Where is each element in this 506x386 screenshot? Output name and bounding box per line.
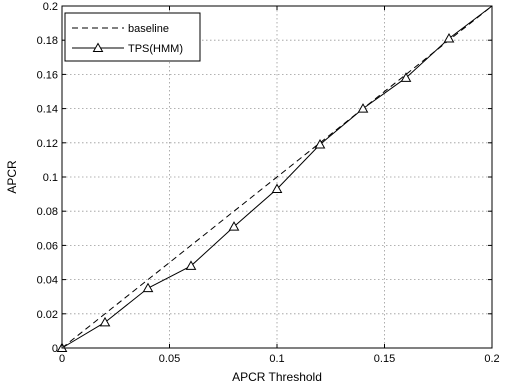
y-tick-label: 0.02 xyxy=(37,309,58,321)
y-tick-label: 0.18 xyxy=(37,35,58,47)
data-point-marker xyxy=(314,138,326,149)
data-point-marker xyxy=(400,72,412,82)
data-point-marker xyxy=(142,282,154,293)
y-tick-label: 0.08 xyxy=(37,206,58,218)
grid xyxy=(62,6,492,348)
data-point-marker xyxy=(185,260,197,270)
legend-baseline-label: baseline xyxy=(128,23,169,35)
data-point-marker xyxy=(271,183,283,193)
y-tick-label: 0.06 xyxy=(37,240,58,252)
legend-tps-marker xyxy=(92,42,104,52)
y-tick-label: 0.1 xyxy=(43,172,58,184)
x-axis-label: APCR Threshold xyxy=(232,370,322,384)
x-tick-label: 0.15 xyxy=(374,353,395,365)
series-layer xyxy=(56,5,493,352)
legend: baseline TPS(HMM) xyxy=(64,12,201,62)
data-point-marker xyxy=(228,221,240,231)
y-tick-label: 0 xyxy=(52,343,58,355)
y-tick-label: 0.12 xyxy=(37,138,58,150)
data-point-marker xyxy=(99,316,111,327)
y-tick-label: 0.04 xyxy=(37,275,58,287)
y-tick-label: 0.16 xyxy=(37,69,58,81)
data-point-marker xyxy=(357,103,369,113)
legend-box xyxy=(64,12,201,62)
y-tick-label: 0.2 xyxy=(43,1,58,13)
x-tick-label: 0.05 xyxy=(159,353,180,365)
data-point-marker xyxy=(443,32,455,43)
ticks: 0 0.05 0.1 0.15 0.2 0 0.02 0.04 0.06 0.08 0.1 0.12 0… xyxy=(37,1,500,365)
series-line-baseline xyxy=(61,5,493,349)
x-tick-label: 0 xyxy=(59,353,65,365)
y-axis-label: APCR xyxy=(5,160,19,194)
legend-tps-label: TPS(HMM) xyxy=(128,43,183,55)
y-tick-label: 0.14 xyxy=(37,104,58,116)
x-tick-label: 0.1 xyxy=(269,353,284,365)
x-tick-label: 0.2 xyxy=(484,353,499,365)
